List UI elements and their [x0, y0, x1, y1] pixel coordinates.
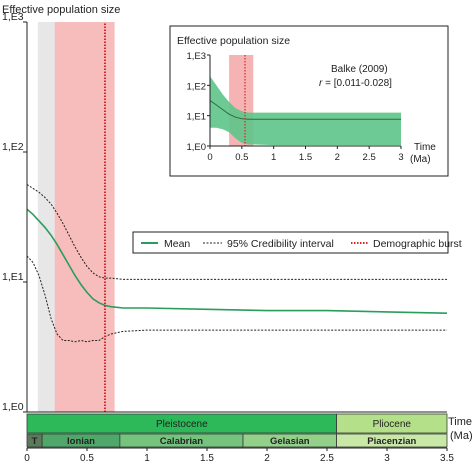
- legend-burst-label: Demographic burst: [373, 238, 462, 250]
- main-y-tick-label-3: 1,E3: [2, 11, 24, 23]
- main-x-tick-label-1: 0.5: [80, 453, 94, 464]
- inset-x-axis-label-line1: Time: [414, 142, 436, 153]
- main-x-axis-label-line1: Time: [448, 416, 472, 428]
- inset-annotation-correlation: r = [0.011-0.028]: [319, 78, 392, 89]
- legend-ci-label: 95% Credibility interval: [227, 238, 334, 250]
- age-label-0: T: [32, 436, 38, 447]
- main-y-tick-label-1: 1,E1: [2, 271, 24, 283]
- main-shaded-regions: [38, 22, 115, 412]
- inset-y-tick-label-0: 1,E0: [186, 142, 206, 153]
- age-label-4: Piacenzian: [367, 436, 416, 447]
- age-label-3: Gelasian: [270, 436, 310, 447]
- inset-x-tick-label-4: 2: [335, 152, 340, 163]
- inset-x-tick-label-0: 0: [207, 152, 212, 163]
- inset-x-tick-label-3: 1.5: [299, 152, 312, 163]
- main-x-axis-label-line2: (Ma): [450, 430, 473, 442]
- main-y-tick-label-0: 1,E0: [2, 401, 24, 413]
- inset-x-tick-label-5: 2.5: [363, 152, 376, 163]
- inset-title: Effective population size: [177, 35, 290, 47]
- main-y-tick-label-2: 1,E2: [2, 141, 24, 153]
- epoch-label-0: Pleistocene: [156, 419, 208, 430]
- geologic-timescale: Pleistocene Pliocene T Ionian Calabrian Gelas…: [27, 414, 447, 447]
- inset-x-tick-label-2: 1: [271, 152, 276, 163]
- inset-annotation-range: = [0.011-0.028]: [322, 78, 392, 89]
- age-label-1: Ionian: [67, 436, 95, 447]
- main-x-tick-label-6: 3: [384, 453, 390, 464]
- main-x-tick-label-4: 2: [264, 453, 270, 464]
- legend-mean-label: Mean: [164, 238, 190, 250]
- main-x-tick-label-5: 2.5: [320, 453, 334, 464]
- main-shaded-region-1: [38, 22, 55, 412]
- main-x-tick-label-3: 1.5: [200, 453, 214, 464]
- inset-x-tick-label-1: 0.5: [235, 152, 248, 163]
- inset-y-tick-label-3: 1,E3: [186, 51, 206, 62]
- inset-annotation-source: Balke (2009): [331, 64, 388, 75]
- main-x-tick-label-2: 1: [144, 453, 150, 464]
- epoch-label-1: Pliocene: [373, 419, 412, 430]
- age-label-2: Calabrian: [160, 436, 203, 447]
- inset-y-tick-label-2: 1,E2: [186, 81, 206, 92]
- inset-chart: Effective population size 1,E0 1,E1 1,E2 1,…: [170, 26, 448, 176]
- main-x-tick-label-0: 0: [24, 453, 30, 464]
- legend: Mean 95% Credibility interval Demographi…: [133, 232, 462, 253]
- inset-x-axis-label-line2: (Ma): [410, 154, 431, 165]
- main-x-tick-label-7: 3.5: [440, 453, 454, 464]
- inset-x-tick-label-6: 3: [398, 152, 403, 163]
- inset-y-tick-label-1: 1,E1: [186, 112, 206, 123]
